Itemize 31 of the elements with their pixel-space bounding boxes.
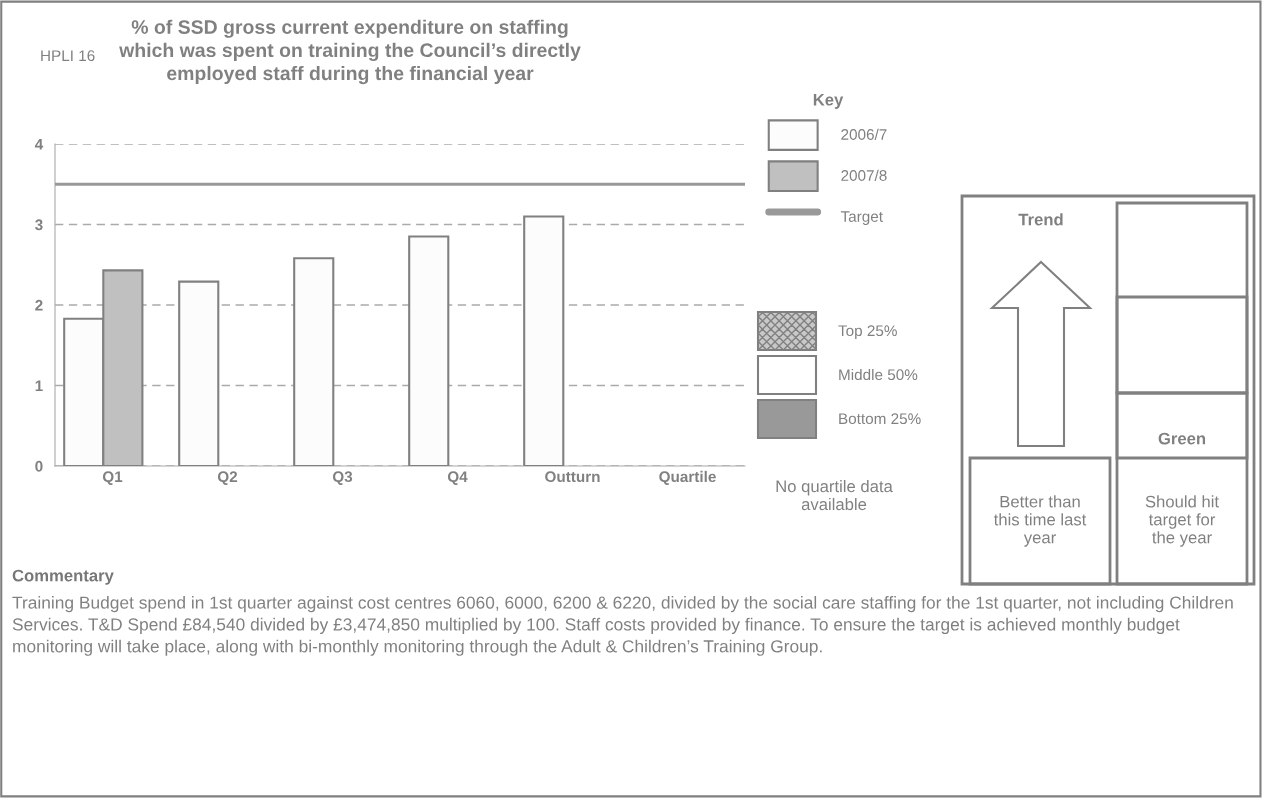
bar	[408, 235, 450, 466]
text: Middle 50%	[839, 368, 918, 381]
text: Green	[1158, 432, 1206, 445]
chart-title: % of SSD gross current expenditure on staffing which was spent on training the Council’s directly employed staff during the financial year	[119, 19, 581, 85]
y-tick-label: 0	[35, 460, 43, 472]
y-tick-label: 2	[35, 299, 43, 311]
legend-label: 2006/7	[841, 128, 887, 140]
text: Trend	[1018, 213, 1063, 226]
x-tick-label: Quartile	[659, 470, 716, 485]
legend-label: Target	[840, 211, 883, 225]
x-tick-label: Q4	[447, 471, 468, 485]
y-tick-label: 3	[35, 219, 43, 231]
text: Bottom 25%	[839, 413, 921, 425]
bar	[178, 280, 220, 466]
text: No quartile data available	[776, 480, 893, 511]
text: Training Budget spend in 1st quarter against cost centres 6060, 6000, 6200 & 6220, divided by the social care staffing for the 1st quarter, not including Children Services. T&D Spend £84,540 divided by £3,474,850 multiplied by 100. Staff costs provided by finance. To ensure the target is achieved monthly budget monitoring will take place, along with bi-monthly monitoring through the Adult & Children’s Training Group.	[12, 596, 1233, 656]
bar	[523, 215, 565, 466]
y-tick-label: 4	[34, 139, 44, 150]
text: Better than this time last year	[993, 495, 1087, 547]
text: Top 25%	[838, 325, 897, 340]
x-tick-label: Q1	[102, 471, 123, 485]
legend-label: 2007/8	[841, 169, 887, 181]
x-tick-label: Outturn	[545, 471, 600, 483]
text: Should hit target for the year	[1145, 495, 1219, 547]
legend-title: Key	[813, 93, 844, 109]
text: HPLI 16	[41, 50, 95, 62]
text: Commentary	[12, 569, 114, 585]
x-tick-label: Q3	[332, 471, 353, 485]
y-tick-label: 1	[35, 380, 43, 392]
bar	[293, 257, 335, 466]
x-tick-label: Q2	[217, 471, 238, 485]
